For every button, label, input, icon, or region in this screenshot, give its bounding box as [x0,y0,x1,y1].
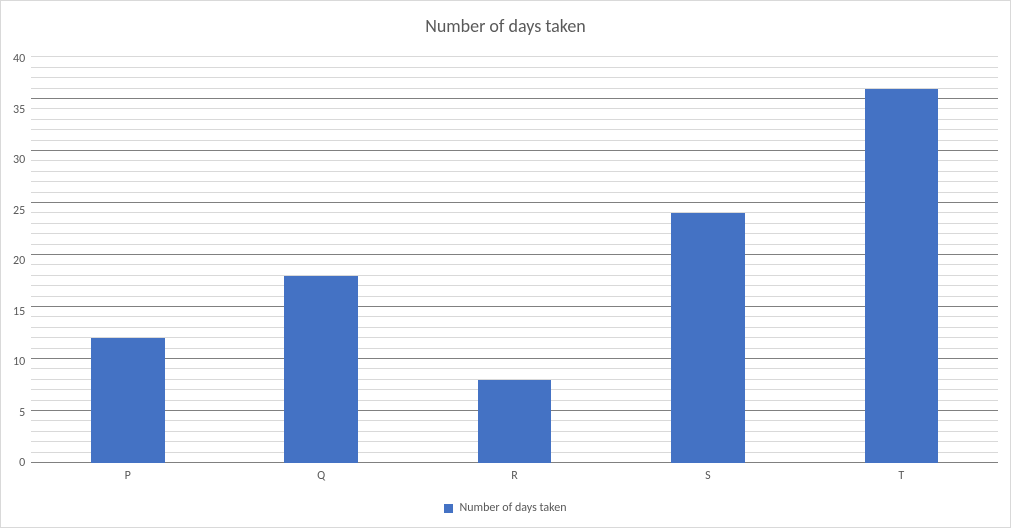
x-tick-label: S [611,463,804,483]
bar-slot [611,47,804,463]
bar-slot [418,47,611,463]
legend: Number of days taken [13,501,998,515]
bars-layer [31,47,998,463]
x-tick-label: Q [224,463,417,483]
x-tick-label: P [31,463,224,483]
x-axis: PQRST [13,463,998,483]
x-tick-label: R [418,463,611,483]
y-tick-label: 25 [13,205,25,217]
chart-title: Number of days taken [13,15,998,37]
bar [478,380,551,463]
y-tick-label: 5 [19,407,25,419]
legend-swatch [444,504,453,513]
y-tick-label: 0 [19,457,25,469]
plot-area [31,47,998,463]
y-tick-label: 15 [13,306,25,318]
y-axis: 0510152025303540 [13,47,31,463]
x-axis-labels: PQRST [31,463,998,483]
legend-label: Number of days taken [459,501,566,515]
chart-container: Number of days taken 0 5 10 15 20 25 30 35 40 PQ… [0,0,1011,528]
bar [284,276,357,463]
y-tick-label: 30 [13,154,25,166]
bar-slot [225,47,418,463]
y-tick-label: 40 [13,53,25,65]
bar-slot [805,47,998,463]
x-tick-label: T [805,463,998,483]
plot-wrap: 0510152025303540 [13,47,998,463]
y-tick-label: 20 [13,255,25,267]
bar [91,338,164,463]
y-tick-label: 10 [13,356,25,368]
bar [671,213,744,463]
y-tick-label: 35 [13,104,25,116]
bar-slot [31,47,224,463]
bar [865,89,938,463]
